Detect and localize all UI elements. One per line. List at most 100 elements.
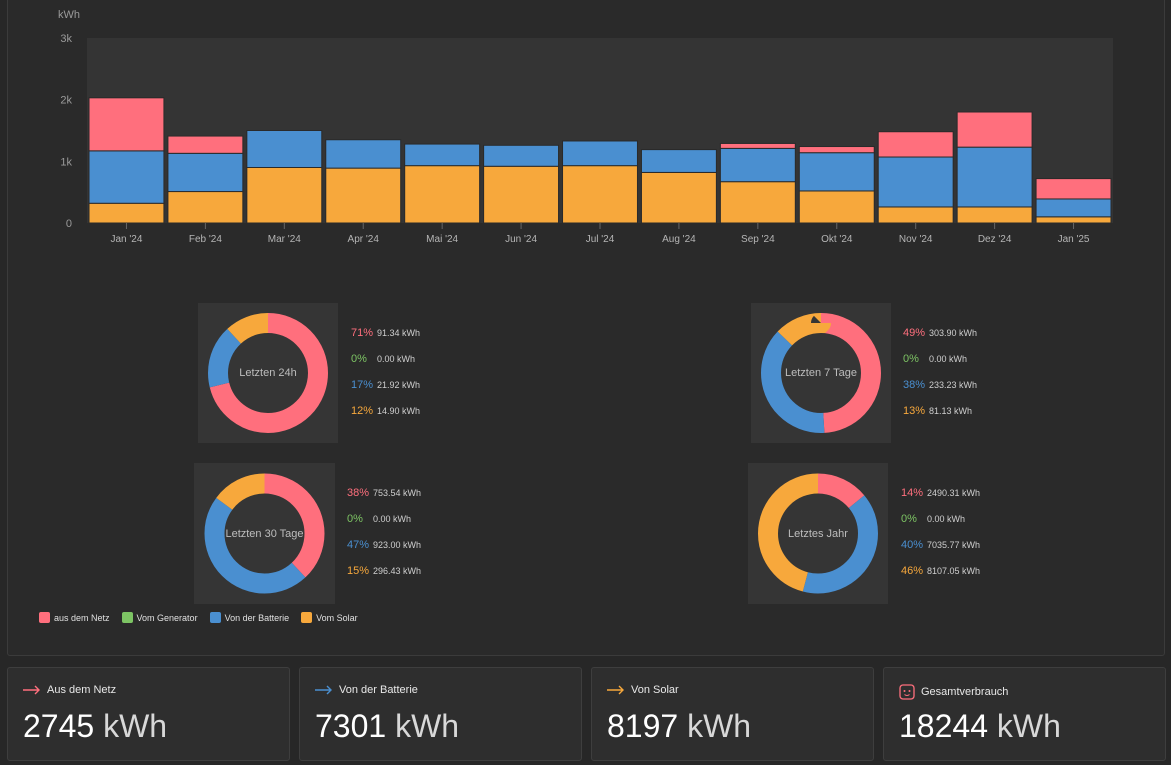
bar-segment[interactable] (325, 167, 402, 224)
legend-label: Vom Generator (136, 612, 198, 623)
legend-row-generator: 0% 0.00 kWh (903, 346, 1013, 372)
legend-row-battery: 17% 21.92 kWh (351, 372, 461, 398)
stat-title: Gesamtverbrauch (921, 686, 1009, 698)
bar-segment[interactable] (325, 139, 402, 169)
bar-segment[interactable] (483, 165, 560, 224)
bar-segment[interactable] (1035, 178, 1112, 200)
stat-value-row: 8197 kWh (607, 708, 751, 745)
bar-segment[interactable] (404, 143, 481, 167)
stat-value-row: 18244 kWh (899, 708, 1061, 745)
bar-segment[interactable] (88, 97, 165, 152)
value: 0.00 kWh (929, 354, 968, 364)
stat-header: Aus dem Netz (23, 684, 116, 696)
x-tick-label: Jan '24 (110, 234, 142, 245)
donut-slice[interactable] (761, 313, 881, 433)
donut-slice[interactable] (208, 313, 328, 433)
x-tick-label: Okt '24 (821, 234, 853, 245)
legend-item-battery[interactable]: Von der Batterie (209, 612, 290, 623)
value: 753.54 kWh (373, 488, 422, 498)
legend-row-battery: 38% 233.23 kWh (903, 372, 1013, 398)
pct: 0% (347, 513, 363, 525)
pct: 49% (903, 327, 926, 339)
donut-legend-24h: 71% 91.34 kWh 0% 0.00 kWh 17% 21.92 kWh 12%… (351, 320, 461, 424)
pct: 15% (347, 565, 370, 577)
bar-segment[interactable] (404, 165, 481, 224)
donut-card-7d: Letzten 7 Tage (751, 303, 891, 443)
legend-row-solar: 12% 14.90 kWh (351, 398, 461, 424)
x-tick-label: Nov '24 (899, 234, 933, 245)
donut-slice[interactable] (761, 313, 881, 433)
stat-value: 7301 (315, 708, 387, 744)
donut-slice[interactable] (204, 473, 325, 594)
bar-segment[interactable] (246, 167, 323, 224)
legend-row-grid: 71% 91.34 kWh (351, 320, 461, 346)
legend-item-grid[interactable]: aus dem Netz (39, 612, 110, 623)
pct: 40% (901, 539, 924, 551)
pct: 0% (901, 513, 917, 525)
bar-segment[interactable] (798, 146, 875, 154)
donut-slice[interactable] (758, 473, 878, 594)
pct: 13% (903, 405, 926, 417)
y-tick-label: 0 (66, 218, 72, 230)
value: 21.92 kWh (377, 380, 421, 390)
pct: 71% (351, 327, 374, 339)
bar-segment[interactable] (1035, 198, 1112, 218)
legend-label: Von der Batterie (224, 612, 290, 623)
legend-item-solar[interactable]: Vom Solar (301, 612, 358, 623)
bar-segment[interactable] (246, 130, 323, 168)
pct: 46% (901, 565, 924, 577)
pct: 14% (901, 487, 924, 499)
bar-segment[interactable] (719, 142, 796, 149)
bar-segment[interactable] (167, 152, 244, 193)
stat-value: 18244 (899, 708, 988, 744)
stat-value-row: 7301 kWh (315, 708, 459, 745)
stat-value: 2745 (23, 708, 95, 744)
bar-segment[interactable] (167, 135, 244, 154)
bar-segment[interactable] (167, 191, 244, 224)
bar-segment[interactable] (88, 150, 165, 204)
bar-segment[interactable] (877, 156, 954, 208)
donut-legend-7d: 49% 303.90 kWh 0% 0.00 kWh 38% 233.23 kWh 1… (903, 320, 1013, 424)
bar-segment[interactable] (562, 165, 638, 224)
bar-segment[interactable] (640, 149, 717, 173)
bar-segment[interactable] (956, 206, 1033, 224)
legend-item-generator[interactable]: Vom Generator (121, 612, 198, 623)
value: 14.90 kWh (377, 406, 421, 416)
x-tick-label: Dez '24 (978, 234, 1012, 245)
bar-segment[interactable] (877, 131, 954, 158)
value: 8107.05 kWh (927, 566, 981, 576)
x-tick-label: Sep '24 (741, 234, 775, 245)
bar-segment[interactable] (719, 147, 796, 183)
x-tick-label: Jan '25 (1058, 234, 1090, 245)
legend-row-battery: 47% 923.00 kWh (347, 532, 457, 558)
bar-segment[interactable] (956, 111, 1033, 148)
value: 91.34 kWh (377, 328, 421, 338)
bar-segment[interactable] (562, 140, 638, 167)
legend-row-grid: 49% 303.90 kWh (903, 320, 1013, 346)
bar-segment[interactable] (1035, 216, 1112, 224)
pct: 38% (347, 487, 370, 499)
pct: 38% (903, 379, 926, 391)
stat-card-battery: Von der Batterie 7301 kWh (299, 667, 582, 761)
pct: 0% (903, 353, 919, 365)
legend-row-generator: 0% 0.00 kWh (351, 346, 461, 372)
bar-segment[interactable] (719, 181, 796, 224)
bar-segment[interactable] (798, 152, 875, 192)
bar-segment[interactable] (798, 190, 875, 224)
bar-segment[interactable] (956, 146, 1033, 208)
donut-slice[interactable] (208, 313, 328, 433)
legend-row-battery: 40% 7035.77 kWh (901, 532, 1011, 558)
swatch (209, 612, 221, 623)
legend-row-grid: 38% 753.54 kWh (347, 480, 457, 506)
swatch (121, 612, 133, 623)
donut-card-30d: Letzten 30 Tage (194, 463, 335, 604)
donut-legend-year: 14% 2490.31 kWh 0% 0.00 kWh 40% 7035.77 kWh… (901, 480, 1011, 584)
donut-slice[interactable] (204, 473, 325, 594)
bar-segment[interactable] (483, 144, 560, 167)
legend-row-solar: 46% 8107.05 kWh (901, 558, 1011, 584)
stat-header: Von Solar (607, 684, 679, 696)
donut-slice[interactable] (758, 473, 878, 594)
bar-segment[interactable] (640, 171, 717, 224)
bar-segment[interactable] (877, 206, 954, 224)
bar-segment[interactable] (88, 202, 165, 224)
